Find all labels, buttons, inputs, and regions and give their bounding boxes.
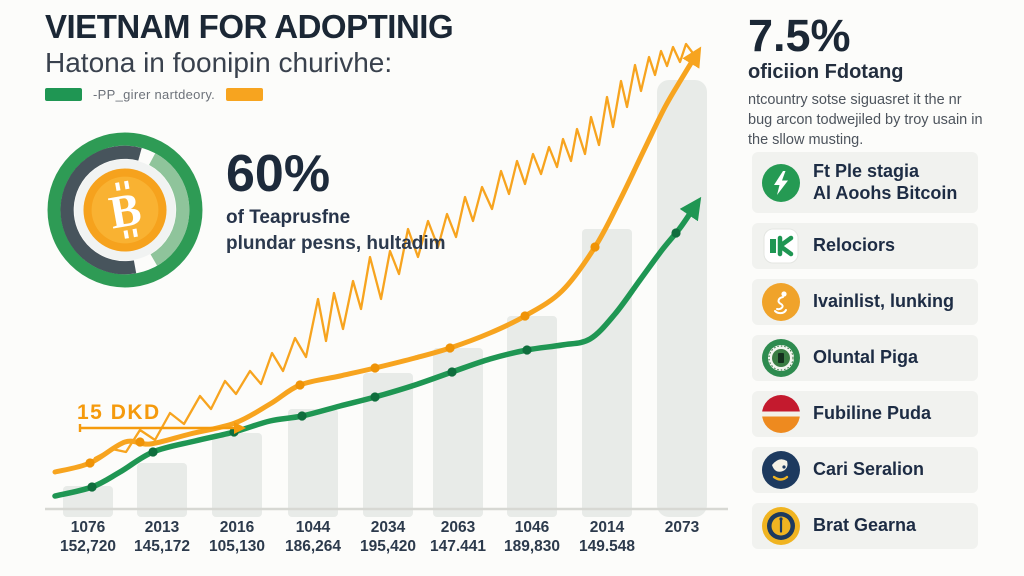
- x-axis-label: 2073: [665, 519, 700, 536]
- list-item-label: Brat Gearna: [813, 515, 917, 536]
- lightning-icon: [762, 163, 800, 202]
- adoption-stat-value: 60%: [226, 145, 331, 203]
- chart-bar: [657, 80, 707, 517]
- flag-icon: [762, 395, 800, 433]
- sidebar-stat: 7.5% oficiion Fdotang ntcountry sotse si…: [748, 13, 988, 150]
- bitcoin-donut-chart: B: [47, 132, 203, 288]
- list-item: Oluntal Piga: [752, 335, 978, 381]
- list-item: Ivainlist, lunking: [752, 279, 978, 325]
- x-axis-label: 1076 152,720: [60, 519, 116, 555]
- adoption-stat-line1: of Teaprusfne: [226, 207, 351, 228]
- green-trend-marker: [671, 228, 681, 238]
- person-scribble-icon: [762, 283, 800, 321]
- x-axis-label: 2063 147.441: [430, 519, 486, 555]
- sidebar-list: Ft Ple stagia Al Aoohs Bitcoin Relociors: [752, 152, 978, 549]
- adoption-stat-line2: plundar pesns, hultadim: [226, 233, 446, 254]
- green-trend-line: [52, 196, 702, 499]
- donut-outer-ring: [47, 132, 203, 288]
- green-trend-marker: [522, 345, 532, 355]
- list-item: Cari Seralion: [752, 447, 978, 493]
- orange-trend-marker: [520, 311, 530, 321]
- legend-green-swatch: [45, 88, 82, 102]
- x-axis-label: 1044 186,264: [285, 519, 341, 555]
- bitcoin-coin-inner: [91, 176, 159, 244]
- orange-trend-marker: [135, 437, 145, 447]
- header: VIETNAM FOR ADOPTINIG Hatona in foonipin…: [45, 8, 705, 102]
- chart-bar: [212, 433, 262, 517]
- donut-dark-segment: [60, 145, 142, 275]
- list-item-label: Ft Ple stagia Al Aoohs Bitcoin: [813, 161, 958, 203]
- chart-bar: [288, 409, 338, 517]
- x-axis-label: 2034 195,420: [360, 519, 416, 555]
- green-trend-marker: [447, 367, 457, 377]
- green-trend-marker: [148, 447, 158, 457]
- chart-bar: [363, 373, 413, 517]
- crest-icon: [762, 451, 800, 489]
- list-item-label: Ivainlist, lunking: [813, 291, 955, 312]
- list-item: Fubiline Puda: [752, 391, 978, 437]
- volatile-price-line: [93, 42, 694, 460]
- donut-light-segment: [148, 153, 190, 266]
- seal-icon: [762, 339, 800, 377]
- legend-label: -PP_girer nartdeory.: [93, 87, 216, 103]
- orange-trend-marker: [85, 458, 95, 468]
- green-trend-marker: [370, 392, 380, 402]
- list-item: Ft Ple stagia Al Aoohs Bitcoin: [752, 152, 978, 213]
- green-trend-marker: [297, 411, 307, 421]
- k-logo-icon: [763, 228, 799, 264]
- x-axis-label: 2013 145,172: [134, 519, 190, 555]
- orange-trend-marker: [445, 343, 455, 353]
- x-axis-label: 2014 149.548: [579, 519, 635, 555]
- orange-trend-marker: [370, 363, 380, 373]
- legend-orange-swatch: [226, 88, 264, 102]
- green-trend-marker: [87, 482, 97, 492]
- chart-bar: [137, 463, 187, 517]
- chart-annotation: 15 DKD: [77, 401, 161, 424]
- chart-bar: [433, 348, 483, 517]
- sidebar-stat-description: ntcountry sotse siguasret it the nr bug …: [748, 92, 983, 148]
- orange-trend-marker: [590, 242, 600, 252]
- list-item: Relociors: [752, 223, 978, 269]
- chart-bar: [507, 316, 557, 517]
- sidebar-stat-label: oficiion Fdotang: [748, 61, 904, 83]
- page-title: VIETNAM FOR ADOPTINIG: [45, 8, 454, 45]
- adoption-stat: 60% of Teaprusfne plundar pesns, hultadi…: [226, 148, 456, 255]
- list-item-label: Oluntal Piga: [813, 347, 919, 368]
- orange-trend-marker: [295, 380, 305, 390]
- list-item-label: Relociors: [813, 235, 896, 256]
- sidebar-stat-value: 7.5%: [748, 10, 851, 61]
- list-item-label: Cari Seralion: [813, 459, 925, 480]
- chart-bar: [582, 229, 632, 517]
- orange-trend-line: [52, 46, 702, 475]
- list-item-label: Fubiline Puda: [813, 403, 932, 424]
- x-axis-label: 1046 189,830: [504, 519, 560, 555]
- list-item: Brat Gearna: [752, 503, 978, 549]
- page-subtitle: Hatona in foonipin churivhe:: [45, 46, 393, 78]
- coin-emblem-icon: [762, 507, 800, 545]
- chart-legend: -PP_girer nartdeory.: [45, 87, 705, 102]
- x-axis-label: 2016 105,130: [209, 519, 265, 555]
- main-chart: 15 DKD 1076 152,720 2013 145,172 2016 105,130 1…: [45, 42, 728, 555]
